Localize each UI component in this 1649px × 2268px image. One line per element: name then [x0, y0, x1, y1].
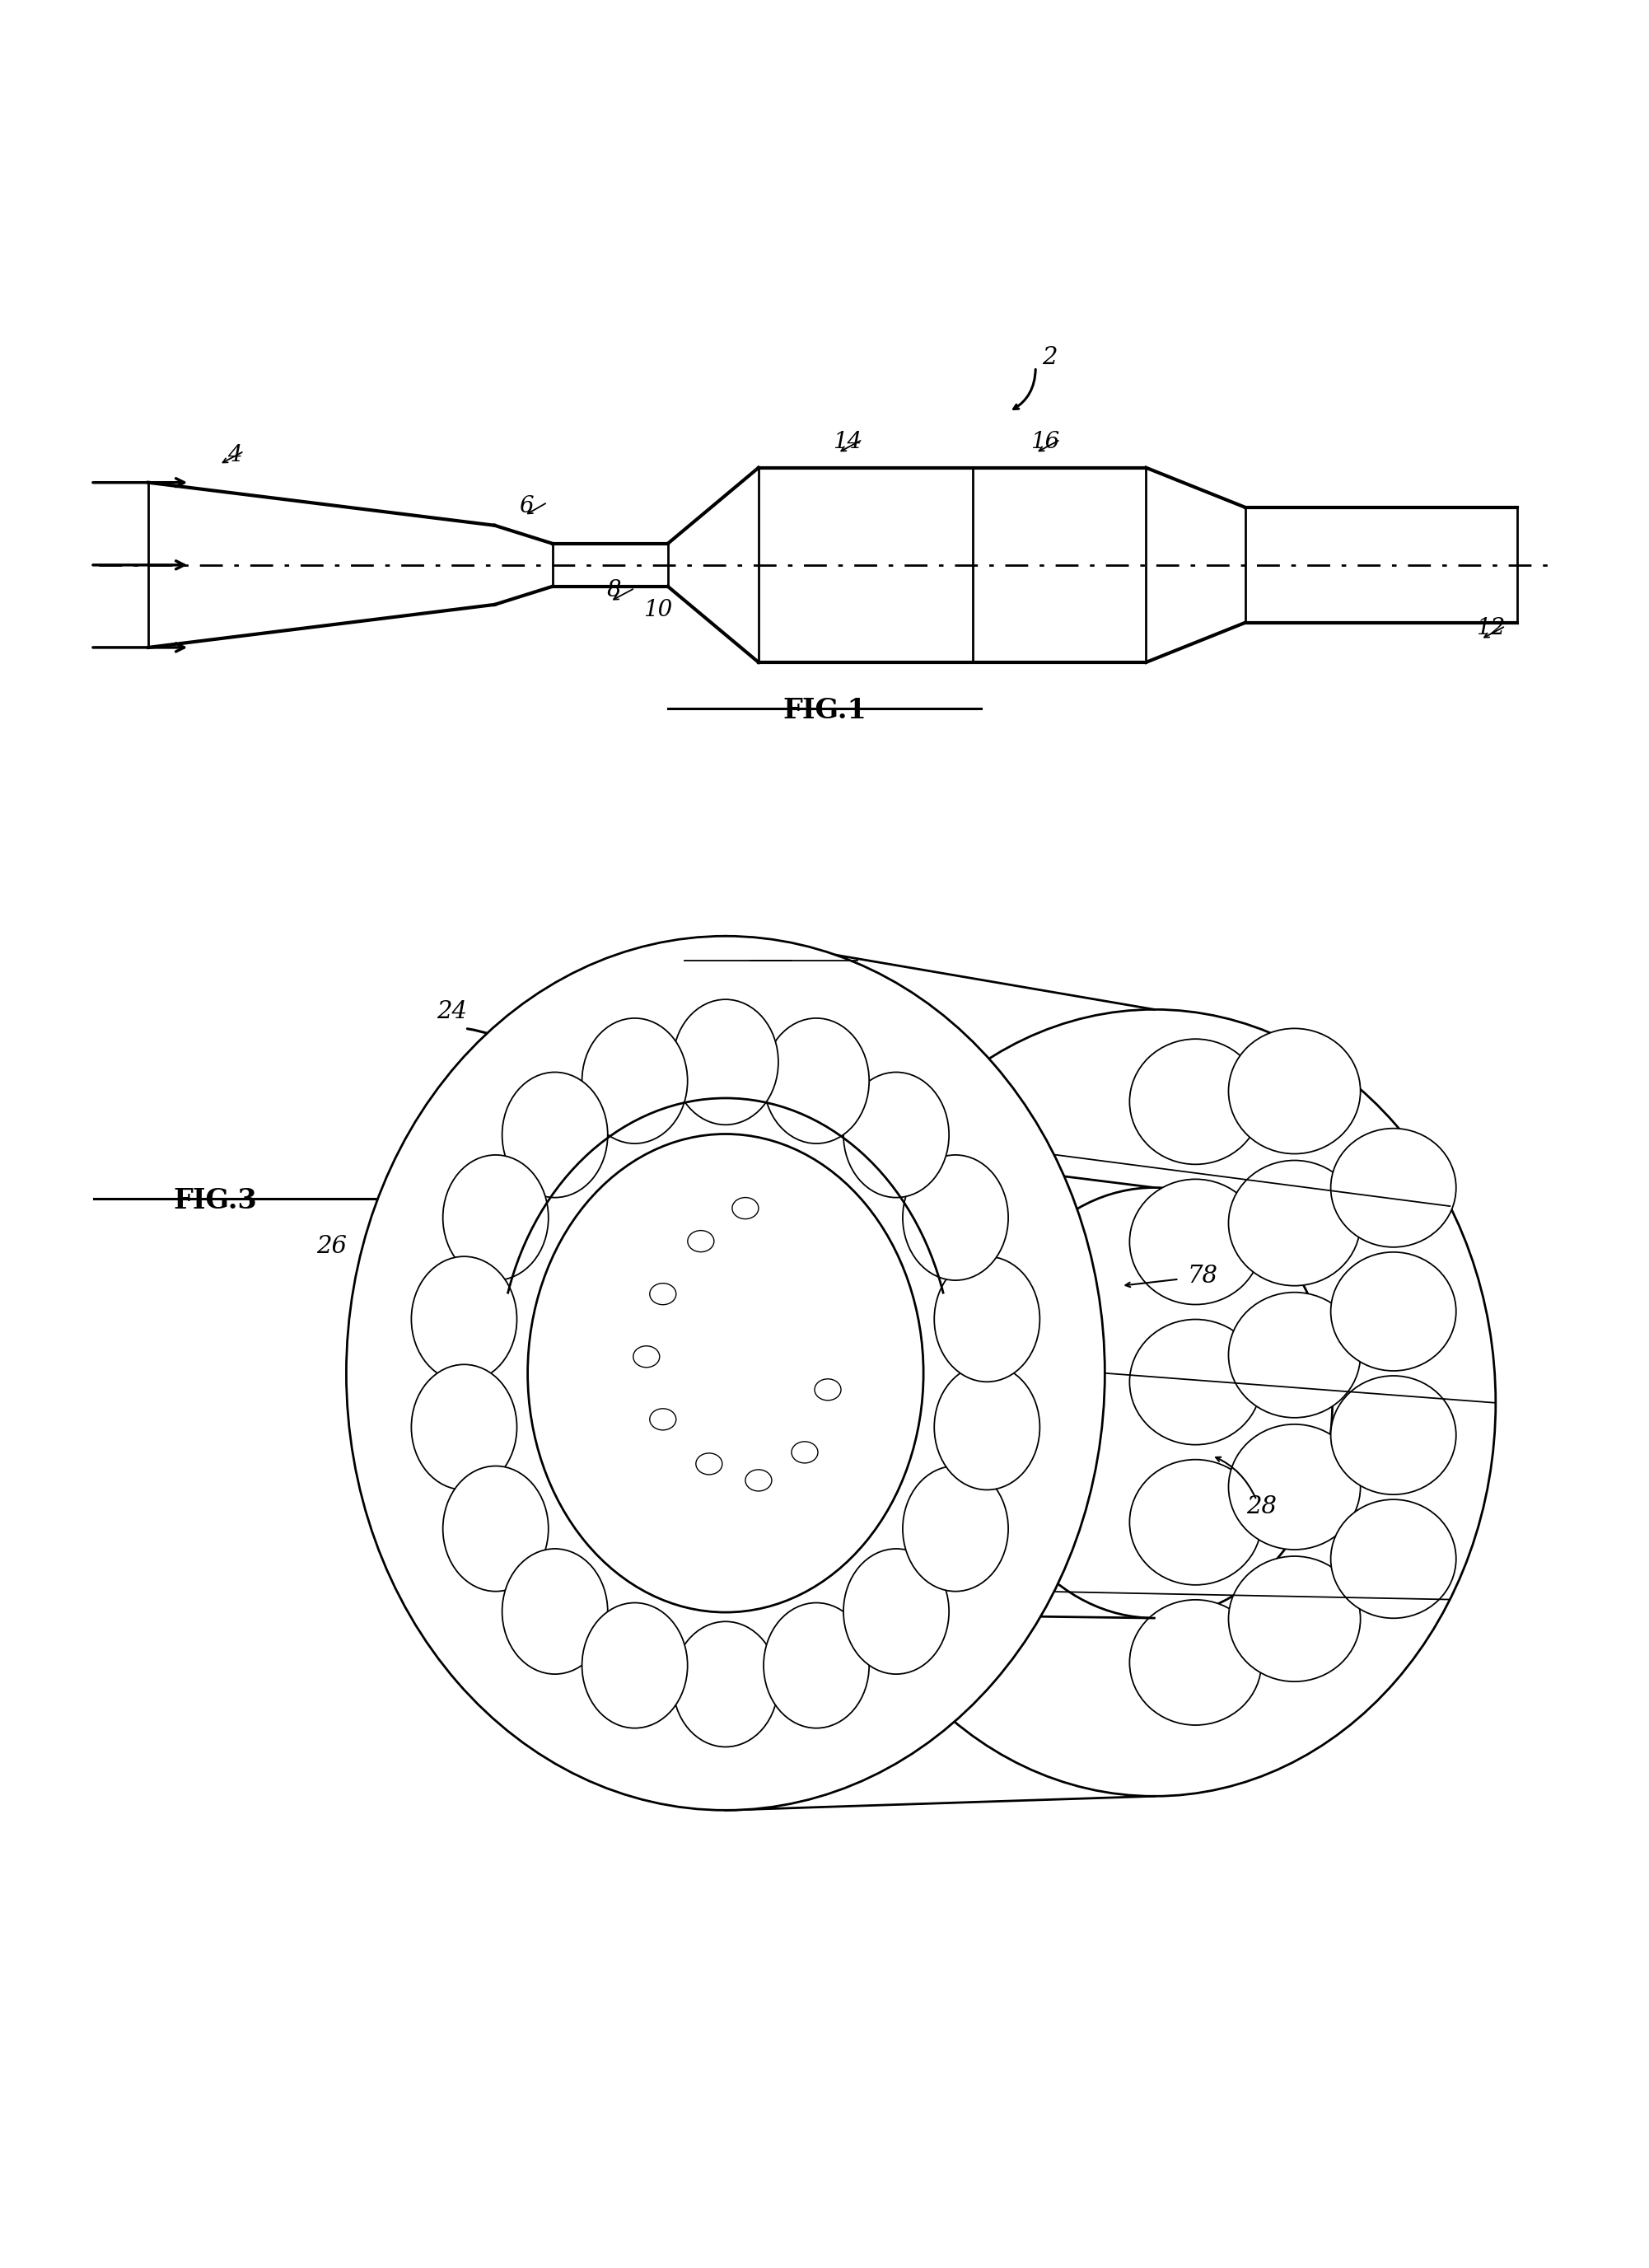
Ellipse shape: [650, 1284, 676, 1304]
Text: 6: 6: [519, 494, 534, 517]
Text: 24: 24: [437, 1000, 467, 1023]
Text: 12: 12: [1476, 617, 1506, 640]
Ellipse shape: [444, 1465, 549, 1592]
Ellipse shape: [843, 1549, 948, 1674]
Ellipse shape: [411, 1365, 516, 1490]
Text: 4: 4: [228, 445, 242, 465]
Ellipse shape: [650, 1408, 676, 1431]
Ellipse shape: [1130, 1461, 1261, 1585]
Ellipse shape: [582, 1018, 688, 1143]
Ellipse shape: [688, 1232, 714, 1252]
Ellipse shape: [1331, 1252, 1456, 1370]
Ellipse shape: [1229, 1161, 1360, 1286]
Ellipse shape: [935, 1365, 1041, 1490]
Ellipse shape: [902, 1154, 1008, 1281]
Ellipse shape: [1331, 1499, 1456, 1619]
Ellipse shape: [346, 937, 1105, 1810]
Text: 16: 16: [1031, 431, 1060, 454]
Text: 26: 26: [317, 1234, 346, 1259]
Ellipse shape: [1331, 1129, 1456, 1247]
Ellipse shape: [503, 1549, 608, 1674]
Ellipse shape: [582, 1603, 688, 1728]
Ellipse shape: [1130, 1599, 1261, 1726]
Ellipse shape: [813, 1009, 1496, 1796]
Ellipse shape: [745, 1470, 772, 1490]
Text: FIG.3: FIG.3: [173, 1186, 257, 1213]
Ellipse shape: [935, 1256, 1041, 1381]
Ellipse shape: [1229, 1556, 1360, 1681]
Ellipse shape: [696, 1454, 722, 1474]
Ellipse shape: [1130, 1320, 1261, 1445]
Ellipse shape: [1229, 1027, 1360, 1154]
Ellipse shape: [1229, 1293, 1360, 1418]
Ellipse shape: [673, 1622, 778, 1746]
Ellipse shape: [411, 1256, 516, 1381]
Ellipse shape: [843, 1073, 948, 1198]
Ellipse shape: [763, 1018, 869, 1143]
Ellipse shape: [673, 1000, 778, 1125]
Ellipse shape: [1130, 1179, 1261, 1304]
Text: 8: 8: [607, 578, 622, 601]
Ellipse shape: [1331, 1377, 1456, 1495]
Ellipse shape: [1130, 1039, 1261, 1163]
Text: FIG.1: FIG.1: [783, 696, 866, 723]
Ellipse shape: [902, 1465, 1008, 1592]
Ellipse shape: [976, 1188, 1332, 1617]
Ellipse shape: [763, 1603, 869, 1728]
Text: 10: 10: [643, 599, 673, 621]
Text: 14: 14: [833, 431, 862, 454]
Ellipse shape: [503, 1073, 608, 1198]
Text: 78: 78: [910, 1386, 940, 1408]
Text: 78: 78: [1187, 1263, 1217, 1288]
Text: 2: 2: [1042, 345, 1057, 370]
Ellipse shape: [633, 1345, 660, 1368]
Ellipse shape: [528, 1134, 923, 1613]
Ellipse shape: [792, 1442, 818, 1463]
Ellipse shape: [1229, 1424, 1360, 1549]
Ellipse shape: [815, 1379, 841, 1399]
Ellipse shape: [732, 1198, 759, 1218]
Text: 28: 28: [1247, 1495, 1276, 1517]
Ellipse shape: [444, 1154, 549, 1281]
